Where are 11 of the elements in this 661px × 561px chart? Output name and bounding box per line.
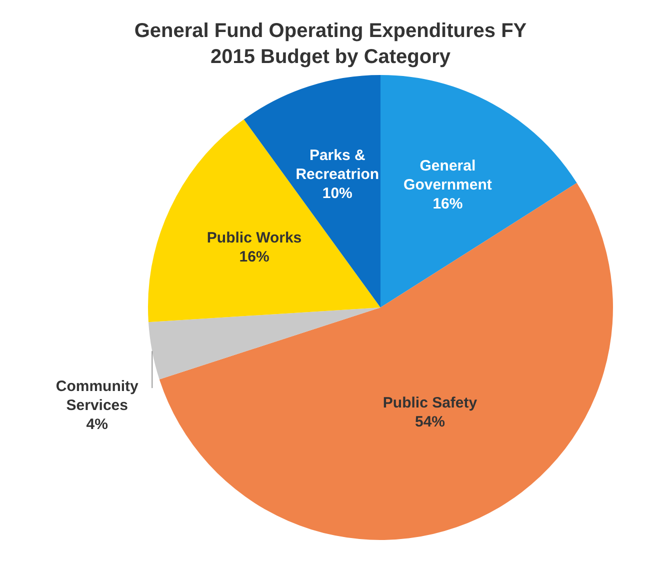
data-label: 16% (239, 248, 270, 266)
slice-label: Public Works (206, 230, 302, 247)
data-label: 4% (86, 416, 108, 434)
slice-label: Community Services (56, 378, 140, 414)
data-label: 16% (432, 195, 463, 212)
slice-label: General Government (404, 157, 492, 194)
slice-label: Public Safety (382, 394, 478, 412)
data-label: 10% (322, 184, 352, 202)
slice-label: Parks & Recreatrion (296, 146, 380, 183)
data-label: 54% (414, 413, 446, 430)
chart-title: General Fund Operating Expenditures FY 2015 Budget by Category (133, 19, 528, 70)
